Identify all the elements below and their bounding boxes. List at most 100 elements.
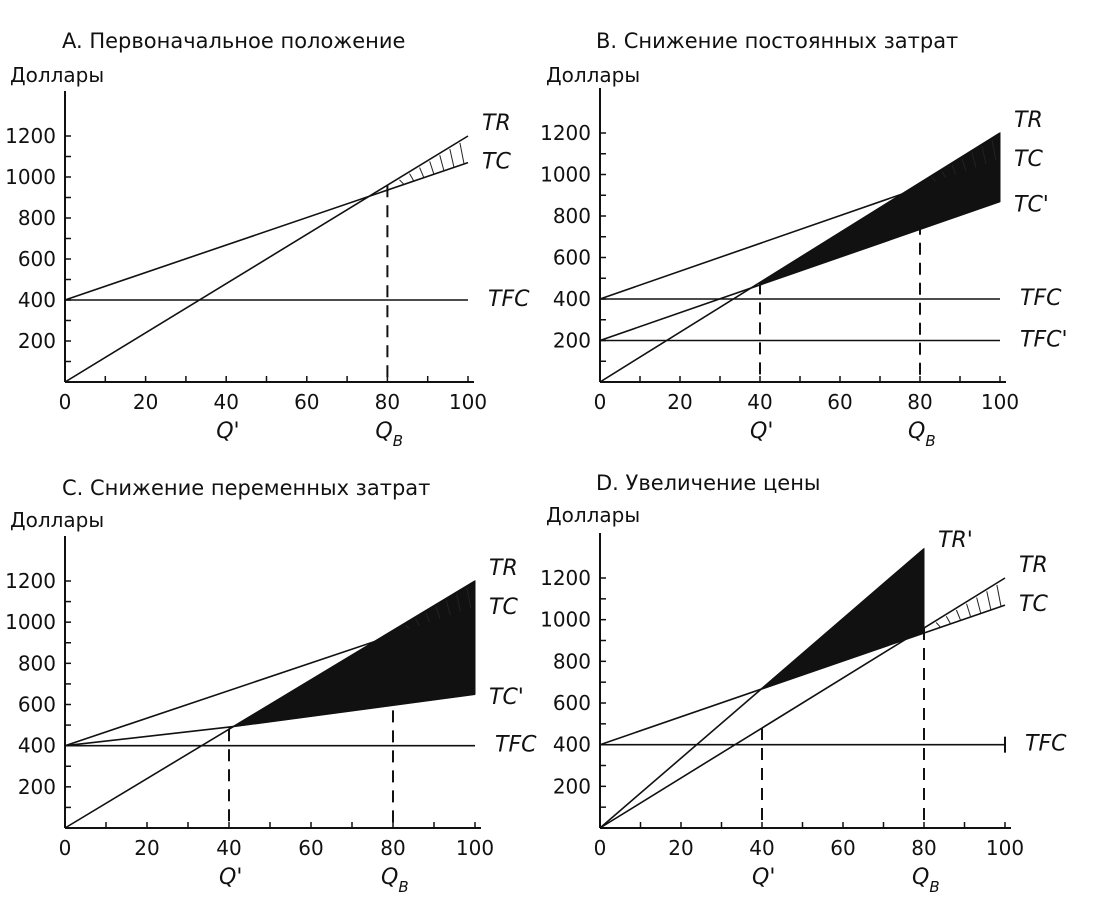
hatch-mark [404, 624, 410, 630]
hatch-mark [931, 176, 937, 182]
chart-title: A. Первоначальное положение [62, 29, 405, 53]
hatch-mark [986, 591, 992, 610]
hatch-mark [991, 139, 997, 161]
x-tick-label: 60 [827, 390, 852, 414]
x-tick-label: 20 [134, 836, 159, 860]
y-tick-label: 800 [553, 649, 591, 673]
marker-label-qb: QB [375, 419, 403, 450]
chart-title: B. Снижение постоянных затрат [596, 29, 958, 53]
series-label-tr: TR [489, 556, 518, 581]
chart-panel-3: C. Снижение переменных затрат Доллары 0 20 4… [5, 476, 537, 896]
hatch-mark [415, 618, 420, 627]
x-tick-label: 80 [375, 390, 400, 414]
hatch-mark [419, 167, 425, 178]
x-tick-label: 100 [986, 836, 1024, 860]
x-tick-label: 80 [911, 836, 936, 860]
series-label-tr: TR [1014, 108, 1043, 133]
x-tick-label: 20 [667, 390, 692, 414]
x-tick-label: 0 [594, 390, 607, 414]
marker-label-qb: QB [381, 865, 409, 896]
marker-label-qb: QB [908, 419, 936, 450]
y-tick-label: 800 [553, 204, 591, 228]
y-axis-label: Доллары [10, 508, 104, 532]
y-tick-label: 1000 [540, 163, 591, 187]
x-tick-label: 60 [298, 836, 323, 860]
x-tick-label: 40 [747, 390, 772, 414]
series-label-tfc: TFC [1020, 286, 1062, 311]
hatch-mark [466, 587, 472, 609]
hatch-mark [935, 622, 941, 628]
series-label-tc: TC [1019, 592, 1048, 617]
hatch-mark [961, 158, 967, 172]
y-tick-label: 1200 [540, 121, 591, 145]
hatch-mark [981, 146, 987, 165]
hatch-mark [399, 179, 404, 185]
y-tick-label: 600 [553, 246, 591, 270]
marker-label-q-prime: Q' [752, 865, 775, 890]
hatch-mark [425, 612, 431, 623]
chart-panel-2: B. Снижение постоянных затрат Доллары 0 20 4… [540, 29, 1067, 450]
y-tick-label: 400 [553, 287, 591, 311]
hatch-mark [445, 600, 451, 616]
hatch-mark [459, 142, 465, 164]
series-label-tc-prime: TC' [489, 685, 524, 710]
series-line-tc-prime [599, 200, 1001, 342]
x-tick-label: 80 [380, 836, 405, 860]
series-label-tr-prime: TR' [938, 528, 973, 553]
series-label-tfc: TFC [488, 287, 530, 312]
hatch-mark [996, 584, 1002, 606]
x-tick-label: 100 [981, 390, 1019, 414]
series-label-tfc: TFC [1025, 732, 1067, 757]
hatch-mark [945, 616, 951, 624]
y-tick-label: 800 [18, 651, 56, 675]
y-tick-label: 200 [18, 775, 56, 799]
x-tick-label: 0 [59, 390, 72, 414]
y-tick-label: 200 [553, 774, 591, 798]
series-label-tfc-prime: TFC' [1020, 328, 1068, 353]
y-tick-label: 200 [553, 329, 591, 353]
hatch-mark [971, 152, 977, 168]
series-label-tfc: TFC [495, 733, 537, 758]
series-line-tr [64, 580, 476, 829]
series-line-tc [599, 604, 1006, 746]
hatch-mark [976, 597, 982, 613]
y-axis-label: Доллары [546, 503, 640, 527]
chart-title: D. Увеличение цены [596, 471, 821, 495]
y-tick-label: 1200 [5, 569, 56, 593]
y-tick-label: 1200 [540, 566, 591, 590]
chart-title: C. Снижение переменных затрат [62, 476, 430, 500]
series-label-tc: TC [1014, 147, 1043, 172]
x-tick-label: 40 [749, 836, 774, 860]
series-line-tc [599, 159, 1001, 300]
hatch-mark [429, 161, 435, 174]
series-label-tr: TR [482, 111, 511, 136]
y-axis-label: Доллары [10, 63, 104, 87]
series-line-tc [64, 161, 469, 301]
hatch-mark [966, 603, 972, 617]
y-tick-label: 400 [18, 288, 56, 312]
y-tick-label: 200 [18, 329, 56, 353]
y-tick-label: 600 [553, 691, 591, 715]
hatch-mark [439, 155, 445, 171]
x-tick-label: 0 [59, 836, 72, 860]
series-line-tr [64, 135, 469, 383]
series-label-tc-prime: TC' [1014, 192, 1049, 217]
series-label-tc: TC [489, 595, 518, 620]
series-line-tc-prime [64, 693, 476, 747]
marker-label-q-prime: Q' [750, 419, 773, 444]
chart-panel-4: D. Увеличение цены Доллары 0 20 40 60 80 100 200… [540, 471, 1067, 896]
y-tick-label: 800 [18, 206, 56, 230]
x-tick-label: 60 [830, 836, 855, 860]
hatch-mark [409, 173, 414, 181]
chart-panel-1: A. Первоначальное положение Доллары 0 20 40 6… [5, 29, 530, 450]
y-tick-label: 400 [553, 733, 591, 757]
marker-label-q-prime: Q' [216, 419, 239, 444]
hatch-mark [435, 606, 441, 620]
hatch-mark [456, 594, 462, 613]
y-tick-label: 1000 [540, 608, 591, 632]
series-line-tc [64, 607, 476, 747]
x-tick-label: 20 [133, 390, 158, 414]
series-line-tr [599, 577, 1006, 829]
x-tick-label: 0 [594, 836, 607, 860]
